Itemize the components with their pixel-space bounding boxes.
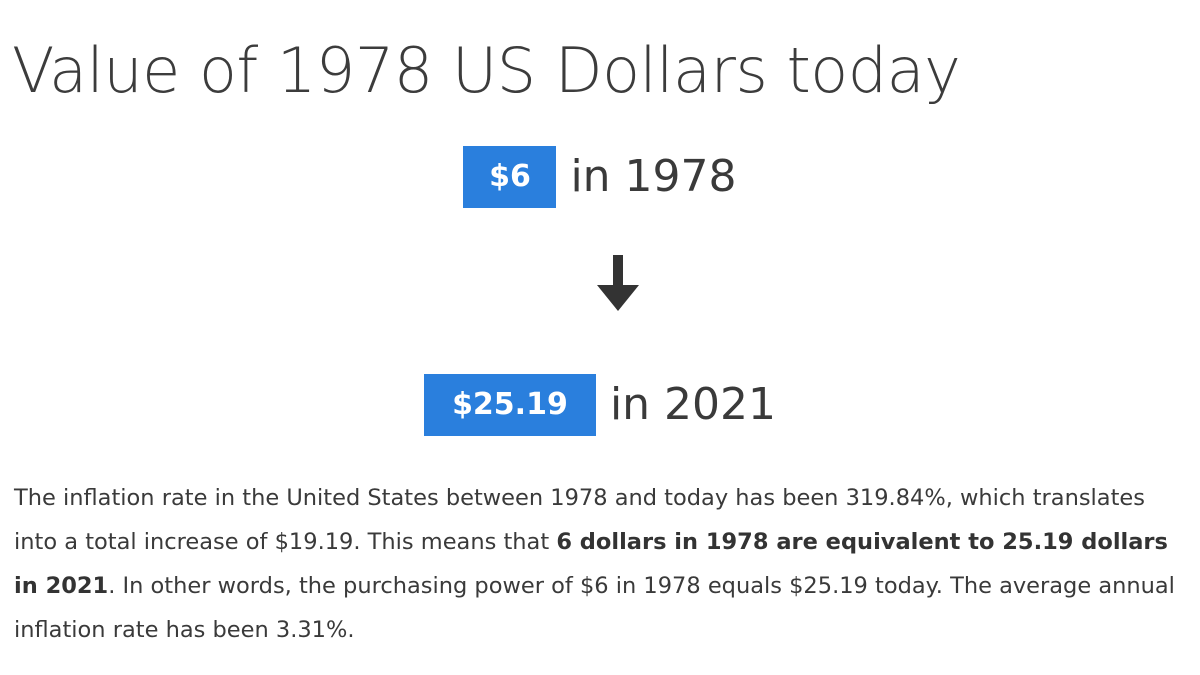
end-amount-badge: $25.19: [423, 374, 596, 436]
end-year-text: in 2021: [609, 379, 777, 430]
inflation-description: The inflation rate in the United States …: [14, 476, 1190, 652]
arrow-down-icon: [595, 255, 645, 313]
start-value-row: $6 in 1978: [0, 146, 1200, 210]
description-part-1: The inflation rate in the United States …: [14, 485, 1145, 555]
end-value-row: $25.19 in 2021: [0, 374, 1200, 438]
description-part-2: . In other words, the purchasing power o…: [14, 573, 1175, 643]
start-year-text: in 1978: [570, 151, 737, 202]
description-highlight: 6 dollars in 1978 are equivalent to 25.1…: [14, 529, 1168, 599]
page-title: Value of 1978 US Dollars today: [12, 34, 961, 107]
start-amount-badge: $6: [463, 146, 557, 208]
